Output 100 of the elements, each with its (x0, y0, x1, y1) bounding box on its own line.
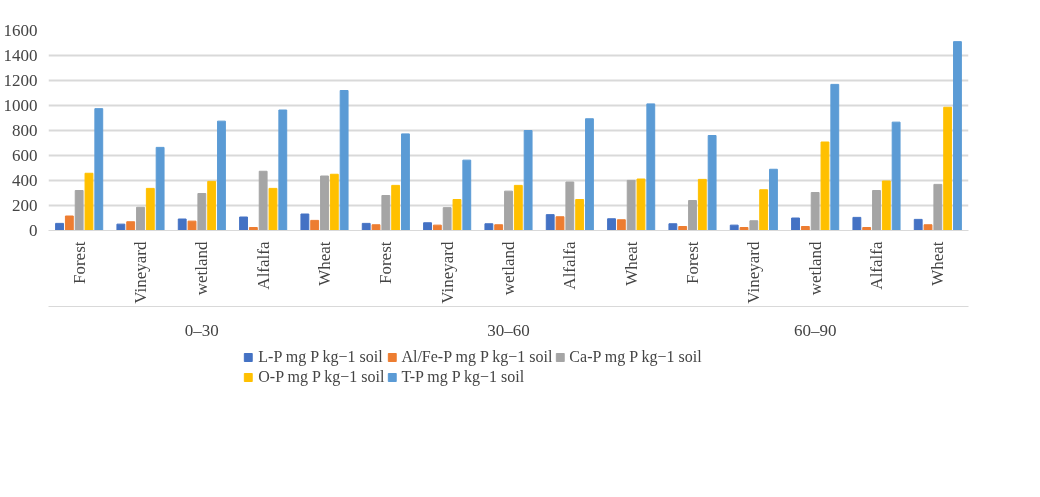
bar (810, 192, 820, 231)
bar (484, 223, 494, 231)
x-tick-label: wetland (499, 241, 518, 296)
bar (607, 218, 616, 231)
y-tick-label: 400 (12, 171, 38, 190)
bar (862, 227, 872, 231)
bar (555, 216, 565, 231)
bar (310, 219, 320, 231)
bar (646, 103, 656, 231)
bar (84, 172, 94, 231)
bar (800, 226, 810, 231)
x-tick-label: Vineyard (131, 241, 150, 304)
bar (329, 173, 339, 231)
bar (64, 215, 74, 231)
x-tick-label: Wheat (315, 241, 334, 286)
y-tick-label: 200 (12, 196, 38, 215)
bar (891, 121, 901, 231)
bar (626, 179, 636, 231)
y-tick-label: 1400 (3, 46, 38, 65)
bar (585, 118, 594, 231)
legend-label: Al/Fe-P mg P kg−1 soil (401, 348, 553, 366)
bar (545, 214, 555, 231)
bar (339, 90, 349, 231)
x-tick-label: Wheat (621, 241, 641, 286)
bar (688, 200, 697, 231)
y-tick-label: 0 (29, 221, 38, 240)
bar (739, 227, 749, 231)
bar (423, 222, 432, 231)
bar (462, 159, 472, 231)
bar (759, 189, 769, 231)
x-tick-label: wetland (192, 241, 212, 296)
bar (268, 187, 278, 231)
bar (707, 135, 717, 231)
legend-label: L-P mg P kg−1 soil (258, 348, 383, 366)
bar (513, 184, 523, 231)
bar (248, 227, 258, 231)
bar (452, 199, 462, 231)
bar (575, 199, 585, 231)
x-tick-label: Alfalfa (867, 241, 886, 290)
bar (749, 220, 759, 231)
bar (145, 187, 155, 231)
bar (207, 180, 217, 231)
y-tick-label: 600 (12, 146, 38, 165)
bar (300, 213, 310, 231)
y-tick-label: 1200 (3, 71, 38, 90)
bar (136, 206, 145, 231)
y-tick-label: 1600 (3, 21, 38, 40)
x-tick-label: Wheat (928, 241, 948, 286)
bar (636, 178, 646, 231)
legend-label: Ca-P mg P kg−1 soil (569, 348, 702, 366)
bar (820, 141, 830, 231)
x-tick-label: Forest (683, 241, 702, 284)
bar (852, 216, 862, 231)
bar (432, 224, 442, 231)
bar (94, 108, 104, 231)
bar (494, 224, 504, 231)
bar (126, 221, 136, 231)
bar (197, 193, 207, 231)
bar (55, 222, 64, 231)
bar (320, 175, 329, 231)
text: 30–60 (487, 320, 530, 340)
bar (616, 219, 626, 231)
bar (155, 146, 165, 231)
bar (217, 120, 226, 231)
bar (769, 168, 778, 231)
bar (697, 178, 707, 231)
bar (504, 190, 513, 231)
bar (116, 223, 126, 231)
x-tick-label: Vineyard (437, 241, 457, 304)
bar (791, 217, 800, 231)
text: 60–90 (793, 320, 837, 340)
bar (74, 190, 84, 231)
bar (442, 207, 452, 231)
bar (177, 218, 187, 231)
bar (830, 83, 840, 231)
bar (239, 216, 248, 231)
x-tick-label: wetland (805, 241, 825, 296)
legend-label: T-P mg P kg−1 soil (401, 368, 525, 386)
bar (943, 106, 953, 231)
y-tick-label: 1000 (3, 96, 38, 115)
x-tick-label: Vineyard (744, 241, 764, 304)
bar (523, 130, 533, 231)
x-tick-label: Forest (69, 241, 89, 284)
x-tick-label: Alfalfa (560, 241, 580, 290)
bar (401, 133, 410, 231)
bar (668, 223, 678, 231)
bar (678, 226, 688, 231)
bar (278, 109, 288, 231)
y-tick-label: 800 (12, 121, 38, 140)
bar (258, 170, 268, 231)
legend-label: O-P mg P kg−1 soil (258, 368, 385, 386)
x-tick-label: Forest (376, 241, 396, 284)
bar (953, 41, 962, 231)
bar (729, 224, 739, 231)
bar (913, 218, 923, 231)
bar (187, 220, 197, 231)
x-tick-label: Alfalfa (253, 241, 273, 290)
bar (381, 195, 391, 231)
text: 0–30 (184, 320, 219, 340)
bar (371, 224, 381, 231)
